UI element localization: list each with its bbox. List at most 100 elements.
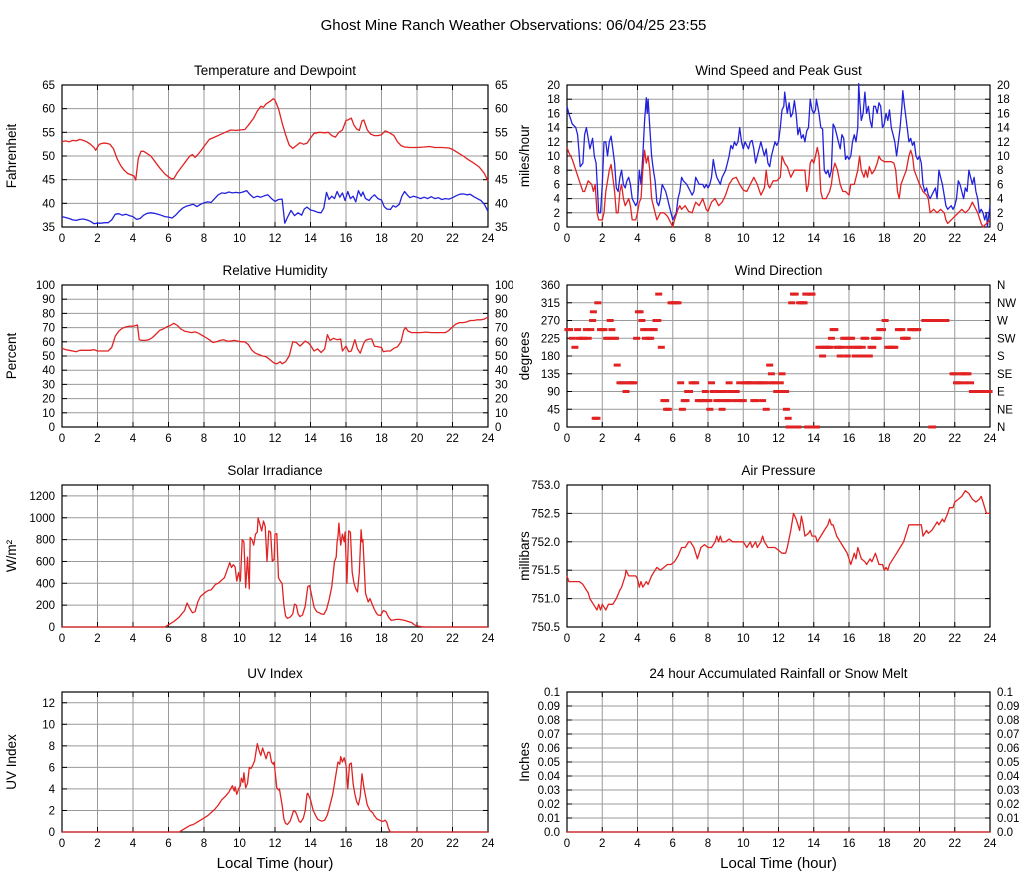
- svg-text:0.07: 0.07: [538, 729, 560, 741]
- svg-text:10: 10: [997, 151, 1010, 163]
- svg-text:0.05: 0.05: [997, 757, 1019, 769]
- svg-text:22: 22: [948, 433, 961, 445]
- svg-text:70: 70: [42, 323, 55, 335]
- svg-text:24: 24: [984, 433, 997, 445]
- svg-text:N: N: [997, 280, 1005, 292]
- svg-text:16: 16: [340, 633, 353, 645]
- svg-text:4: 4: [634, 233, 641, 245]
- svg-text:50: 50: [42, 351, 55, 363]
- svg-text:6: 6: [554, 179, 560, 191]
- svg-text:14: 14: [304, 838, 317, 850]
- svg-text:50: 50: [495, 151, 508, 163]
- svg-text:225: 225: [541, 333, 560, 345]
- svg-text:18: 18: [878, 633, 891, 645]
- svg-text:60: 60: [495, 337, 508, 349]
- svg-text:Air Pressure: Air Pressure: [741, 463, 815, 478]
- svg-text:40: 40: [42, 198, 55, 210]
- svg-text:0.1: 0.1: [544, 687, 560, 699]
- svg-text:16: 16: [843, 233, 856, 245]
- svg-text:W/m²: W/m²: [4, 539, 19, 572]
- svg-text:752.5: 752.5: [531, 508, 560, 520]
- svg-text:0.01: 0.01: [997, 813, 1019, 825]
- svg-text:18: 18: [375, 633, 388, 645]
- svg-text:18: 18: [878, 433, 891, 445]
- svg-text:0: 0: [59, 233, 65, 245]
- svg-text:E: E: [997, 387, 1005, 399]
- svg-text:40: 40: [495, 198, 508, 210]
- svg-text:100: 100: [36, 280, 55, 292]
- svg-text:16: 16: [340, 433, 353, 445]
- svg-text:70: 70: [495, 323, 508, 335]
- svg-text:4: 4: [130, 233, 137, 245]
- svg-text:65: 65: [495, 80, 508, 92]
- svg-text:14: 14: [304, 633, 317, 645]
- svg-text:0: 0: [564, 633, 570, 645]
- svg-text:6: 6: [997, 179, 1003, 191]
- svg-text:6: 6: [670, 433, 676, 445]
- svg-text:10: 10: [233, 433, 246, 445]
- svg-text:90: 90: [42, 294, 55, 306]
- svg-text:14: 14: [547, 123, 560, 135]
- svg-text:14: 14: [997, 123, 1010, 135]
- svg-text:10: 10: [42, 408, 55, 420]
- svg-text:6: 6: [165, 233, 171, 245]
- svg-text:Temperature and Dewpoint: Temperature and Dewpoint: [194, 63, 356, 78]
- svg-text:Local Time (hour): Local Time (hour): [720, 855, 837, 872]
- svg-text:8: 8: [705, 433, 711, 445]
- svg-text:751.0: 751.0: [531, 594, 560, 606]
- svg-text:12: 12: [547, 137, 560, 149]
- svg-text:18: 18: [375, 838, 388, 850]
- svg-text:0.04: 0.04: [997, 771, 1020, 783]
- svg-text:10: 10: [233, 838, 246, 850]
- chart-wind-speed-gust: 0 2 4 6 8 10 12 14 16 18 20 22 24 0 0 2 2 4 4 6 6 8 8 10 10 12 12 1…: [513, 48, 1027, 248]
- svg-text:0: 0: [564, 433, 570, 445]
- svg-text:751.5: 751.5: [531, 565, 560, 577]
- svg-text:24: 24: [984, 633, 997, 645]
- svg-text:8: 8: [705, 838, 711, 850]
- svg-text:30: 30: [42, 379, 55, 391]
- svg-text:0: 0: [59, 633, 65, 645]
- svg-text:80: 80: [495, 308, 508, 320]
- svg-text:24: 24: [482, 233, 495, 245]
- svg-text:18: 18: [375, 433, 388, 445]
- page-title: Ghost Mine Ranch Weather Observations: 0…: [320, 17, 707, 34]
- svg-text:60: 60: [42, 104, 55, 116]
- svg-text:12: 12: [772, 838, 785, 850]
- svg-text:degrees: degrees: [517, 331, 532, 380]
- svg-text:10: 10: [547, 151, 560, 163]
- svg-text:4: 4: [634, 433, 641, 445]
- svg-text:Local Time (hour): Local Time (hour): [217, 855, 334, 872]
- svg-text:20: 20: [913, 838, 926, 850]
- svg-text:24 hour Accumulated Rainfall o: 24 hour Accumulated Rainfall or Snow Mel…: [649, 666, 907, 681]
- svg-text:0: 0: [554, 422, 560, 434]
- svg-text:10: 10: [737, 633, 750, 645]
- svg-text:22: 22: [446, 838, 459, 850]
- svg-text:Wind Speed and Peak Gust: Wind Speed and Peak Gust: [695, 63, 862, 78]
- svg-text:0.03: 0.03: [538, 785, 560, 797]
- svg-text:8: 8: [705, 633, 711, 645]
- svg-text:14: 14: [304, 433, 317, 445]
- svg-text:6: 6: [165, 633, 171, 645]
- svg-text:14: 14: [304, 233, 317, 245]
- svg-text:6: 6: [670, 838, 676, 850]
- svg-text:20: 20: [411, 633, 424, 645]
- svg-text:0.06: 0.06: [997, 743, 1019, 755]
- svg-text:16: 16: [843, 838, 856, 850]
- svg-text:8: 8: [997, 165, 1003, 177]
- svg-text:20: 20: [997, 80, 1010, 92]
- svg-text:22: 22: [446, 633, 459, 645]
- svg-text:270: 270: [541, 316, 560, 328]
- svg-text:0.09: 0.09: [997, 701, 1019, 713]
- svg-text:20: 20: [411, 433, 424, 445]
- svg-text:S: S: [997, 351, 1005, 363]
- svg-text:0.07: 0.07: [997, 729, 1019, 741]
- svg-text:0.09: 0.09: [538, 701, 560, 713]
- svg-text:NW: NW: [997, 298, 1016, 310]
- svg-text:18: 18: [375, 233, 388, 245]
- svg-text:8: 8: [201, 633, 207, 645]
- svg-text:360: 360: [541, 280, 560, 292]
- svg-text:0.0: 0.0: [544, 827, 560, 839]
- svg-text:millibars: millibars: [517, 531, 532, 581]
- svg-text:18: 18: [547, 94, 560, 106]
- chart-uv-index: 0 2 4 6 8 10 12 14 16 18 20 22 24 0 2 4 6 8 10 12 UV Index UV…: [0, 648, 513, 878]
